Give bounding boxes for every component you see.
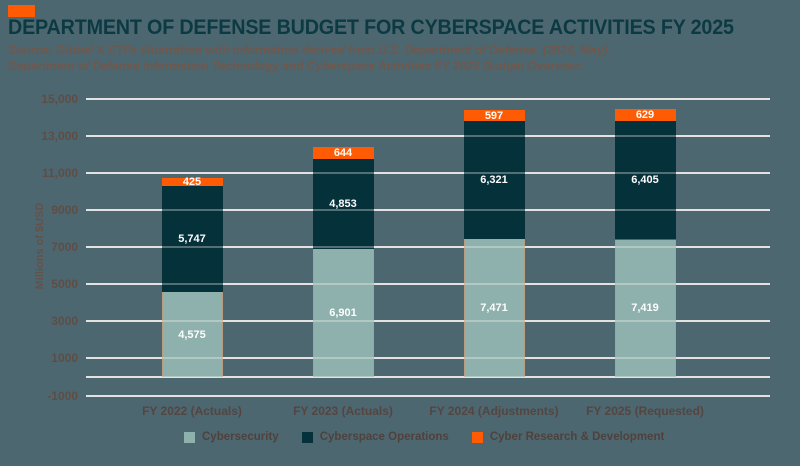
bar-value-label: 644 [333,147,353,160]
y-tick-label: 5000 [51,277,78,292]
y-tick-label: -1000 [47,388,78,403]
gridline-9000 [86,209,770,212]
bar-segment-cyber-research-development-2: 644 [312,147,374,160]
gridline-7000 [86,246,770,249]
legend-label: Cyber Research & Development [489,431,665,443]
y-tick-label: 13,000 [41,129,78,144]
gridline-5000 [86,283,770,286]
bar-segment-cyberspace-operations-2: 4,853 [312,159,374,250]
gridline-1000 [86,357,770,360]
bar-value-label: 6,321 [480,173,508,186]
gridline--1000 [86,394,770,397]
bar-value-label: 4,575 [178,328,206,341]
legend-item-cyberspace-operations: Cyberspace Operations [301,431,449,443]
gridline-11000 [86,172,770,175]
bar-segment-cybersecurity-2: 6,901 [312,249,374,377]
y-tick-label: 1000 [51,351,78,366]
bar-value-label: 7,471 [480,301,508,314]
bar-segment-cyberspace-operations-4: 6,405 [614,120,676,240]
bar-value-label: 6,901 [329,307,357,320]
y-tick-label: 15,000 [41,92,78,106]
y-tick-label: 7000 [51,240,78,255]
bar-value-label: 597 [484,109,504,122]
legend-item-cybersecurity: Cybersecurity [184,431,279,443]
gridline-7000 [86,246,770,249]
bar-segment-cyber-research-development-3: 597 [463,109,525,122]
legend-label: Cyberspace Operations [319,431,449,443]
bar-segment-cybersecurity-3: 7,471 [463,238,525,377]
x-axis-label-3: FY 2024 (Adjustments) [429,404,559,418]
bar-value-label: 5,747 [178,232,206,245]
x-axis-label-2: FY 2023 (Actuals) [293,404,393,418]
gridline-9000 [86,209,770,212]
legend-swatch-icon [471,431,483,443]
legend-item-cyber-research-development: Cyber Research & Development [471,431,665,443]
bar-segment-cybersecurity-4: 7,419 [614,239,676,377]
y-tick-label: 11,000 [41,166,78,181]
gridline-1000 [86,357,770,360]
brand-mark [8,5,35,17]
bar-value-label: 629 [635,108,655,121]
gridline-11000 [86,172,770,175]
bar-value-label: 6,405 [631,174,659,187]
page-title: DEPARTMENT OF DEFENSE BUDGET FOR CYBERSP… [8,16,734,39]
legend-swatch-icon [184,431,195,443]
legend-label: Cybersecurity [202,431,279,443]
gridline-15000 [86,98,770,100]
source-citation: Source: Global X ETFs illustration with … [8,42,611,74]
y-tick-label: 3000 [51,314,78,329]
gridline-13000 [86,135,770,138]
legend-swatch-icon [301,431,313,443]
chart-legend: Cybersecurity Cyberspace Operations Cyber … [184,431,664,443]
bar-value-label: 425 [182,175,202,188]
bar-segment-cyber-research-development-1: 425 [161,175,223,188]
bar-segment-cybersecurity-1: 4,575 [161,292,223,377]
gridline-3000 [86,320,770,323]
source-line-2: Department of Defense Information Techno… [8,59,584,73]
gridline-13000 [86,135,770,138]
gridline-15000 [86,98,770,100]
bar-segment-cyber-research-development-4: 629 [614,108,676,121]
gridline--1000 [86,394,770,397]
x-axis-label-4: FY 2025 (Requested) [586,404,704,418]
gridline-5000 [86,283,770,286]
x-axis-label-1: FY 2022 (Actuals) [142,404,242,418]
bar-value-label: 7,419 [631,302,659,315]
y-tick-label: 9000 [51,203,78,218]
bar-value-label: 4,853 [329,198,357,211]
gridline-3000 [86,320,770,323]
bar-segment-cyberspace-operations-3: 6,321 [463,121,525,239]
gridline-0 [86,376,770,378]
bar-segment-cyberspace-operations-1: 5,747 [161,185,223,293]
source-line-1: Source: Global X ETFs illustration with … [8,43,611,57]
gridline-0 [86,376,770,378]
